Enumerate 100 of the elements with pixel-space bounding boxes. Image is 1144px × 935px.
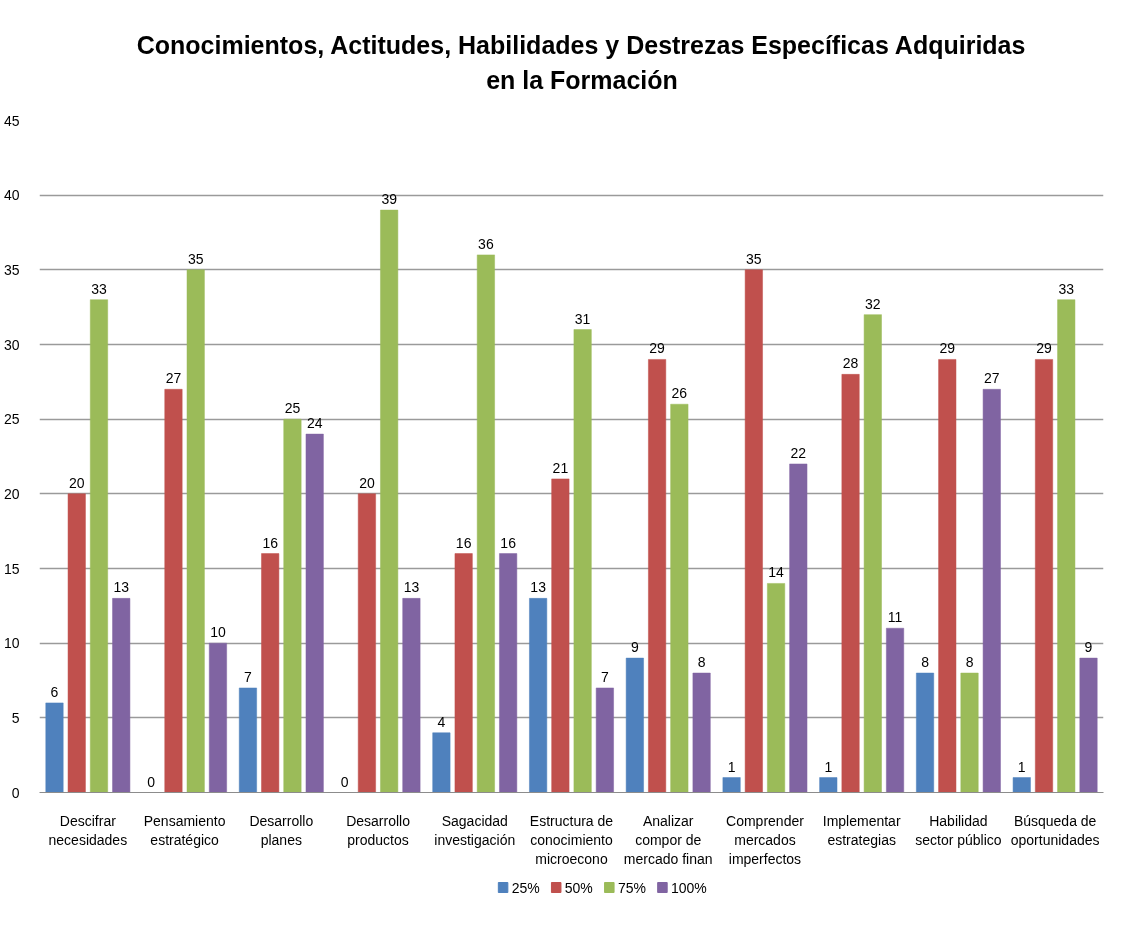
data-label: 8 bbox=[965, 654, 974, 671]
data-label: 36 bbox=[478, 235, 494, 252]
data-label: 10 bbox=[210, 624, 226, 641]
y-tick-label: 35 bbox=[3, 261, 20, 278]
x-tick-label: Pensamiento estratégico bbox=[143, 812, 226, 848]
data-label: 9 bbox=[1084, 639, 1093, 656]
bar bbox=[402, 598, 421, 793]
data-label: 29 bbox=[649, 340, 666, 357]
data-label: 28 bbox=[842, 355, 859, 372]
bar bbox=[722, 777, 741, 793]
data-label: 27 bbox=[983, 370, 1000, 387]
data-label: 0 bbox=[147, 773, 156, 790]
data-label: 21 bbox=[552, 459, 569, 476]
y-tick-label: 20 bbox=[3, 485, 20, 502]
y-tick-label: 30 bbox=[3, 336, 20, 353]
y-tick-label: 25 bbox=[3, 411, 20, 428]
bar bbox=[499, 553, 518, 793]
bar bbox=[261, 553, 280, 793]
bar bbox=[960, 672, 979, 793]
data-label: 4 bbox=[437, 713, 446, 730]
bar bbox=[432, 732, 451, 793]
data-label: 8 bbox=[921, 654, 930, 671]
y-tick-label: 10 bbox=[3, 635, 20, 652]
bar bbox=[938, 359, 957, 793]
bar bbox=[819, 777, 838, 793]
data-label: 8 bbox=[697, 654, 706, 671]
bar bbox=[982, 389, 1001, 793]
data-label: 13 bbox=[530, 579, 547, 596]
bar bbox=[789, 463, 808, 793]
bar bbox=[744, 269, 763, 793]
data-label: 29 bbox=[939, 340, 956, 357]
legend-label: 50% bbox=[564, 879, 593, 896]
bar bbox=[164, 389, 183, 793]
data-label: 29 bbox=[1036, 340, 1053, 357]
bar bbox=[551, 478, 570, 793]
data-label: 1 bbox=[1017, 758, 1026, 775]
bar bbox=[916, 672, 934, 793]
data-label: 13 bbox=[113, 579, 130, 596]
data-label: 16 bbox=[500, 534, 517, 551]
data-label: 26 bbox=[671, 385, 688, 402]
bar bbox=[1057, 299, 1076, 793]
bar bbox=[67, 493, 86, 793]
bar bbox=[305, 433, 324, 793]
bar bbox=[186, 269, 205, 793]
x-tick-label: Desarrollo planes bbox=[249, 812, 314, 848]
y-tick-label: 5 bbox=[11, 709, 20, 726]
bar bbox=[841, 374, 860, 793]
bar bbox=[595, 687, 614, 793]
data-label: 7 bbox=[600, 668, 609, 685]
data-label: 22 bbox=[790, 444, 807, 461]
bar bbox=[454, 553, 473, 793]
bar bbox=[112, 598, 131, 793]
data-label: 7 bbox=[244, 668, 253, 685]
bar bbox=[1079, 657, 1098, 793]
data-label: 25 bbox=[284, 400, 301, 417]
data-label: 33 bbox=[1058, 280, 1075, 297]
bar bbox=[529, 598, 548, 793]
data-label: 11 bbox=[887, 609, 903, 626]
data-label: 35 bbox=[746, 250, 762, 267]
bar bbox=[625, 657, 644, 793]
data-label: 6 bbox=[50, 683, 59, 700]
bar bbox=[863, 314, 882, 793]
data-label: 24 bbox=[306, 415, 323, 432]
x-tick-label: Desarrollo productos bbox=[346, 812, 411, 848]
data-label: 32 bbox=[865, 295, 881, 312]
x-tick-label: Habilidad sector público bbox=[915, 812, 1002, 848]
data-label: 33 bbox=[91, 280, 107, 297]
bar bbox=[1012, 777, 1031, 793]
chart-title: Conocimientos, Actitudes, Habilidades y Destrezas Específicas Adquiridas en la Formación bbox=[136, 31, 1026, 94]
bar bbox=[90, 299, 108, 793]
bar bbox=[357, 493, 376, 793]
legend-label: 100% bbox=[670, 879, 707, 896]
x-tick-label: Analizar compor de mercado finan bbox=[623, 812, 713, 867]
data-label: 9 bbox=[630, 639, 639, 656]
y-tick-label: 15 bbox=[3, 560, 20, 577]
legend-label: 25% bbox=[511, 879, 540, 896]
data-label: 20 bbox=[359, 474, 375, 491]
bar bbox=[670, 403, 689, 793]
bar bbox=[283, 418, 302, 793]
data-label: 16 bbox=[262, 534, 279, 551]
data-label: 16 bbox=[455, 534, 472, 551]
bar bbox=[648, 359, 667, 793]
x-tick-label: Estructura de conocimiento microecono bbox=[529, 812, 614, 867]
x-tick-label: Implementar estrategias bbox=[822, 812, 901, 848]
bar bbox=[886, 627, 905, 793]
x-tick-label: Sagacidad investigación bbox=[434, 812, 516, 848]
x-tick-label: Descifrar necesidades bbox=[48, 812, 128, 848]
bar bbox=[573, 329, 592, 793]
bar bbox=[692, 672, 711, 793]
y-tick-label: 0 bbox=[11, 784, 20, 801]
y-tick-label: 40 bbox=[3, 187, 20, 204]
bar bbox=[767, 583, 786, 793]
data-label: 20 bbox=[68, 474, 85, 491]
data-label: 31 bbox=[574, 310, 591, 327]
data-label: 1 bbox=[727, 758, 736, 775]
y-tick-label: 45 bbox=[3, 112, 20, 129]
data-label: 0 bbox=[340, 773, 349, 790]
bar bbox=[476, 254, 495, 793]
data-label: 35 bbox=[187, 250, 204, 267]
x-tick-label: Comprender mercados imperfectos bbox=[726, 812, 805, 867]
